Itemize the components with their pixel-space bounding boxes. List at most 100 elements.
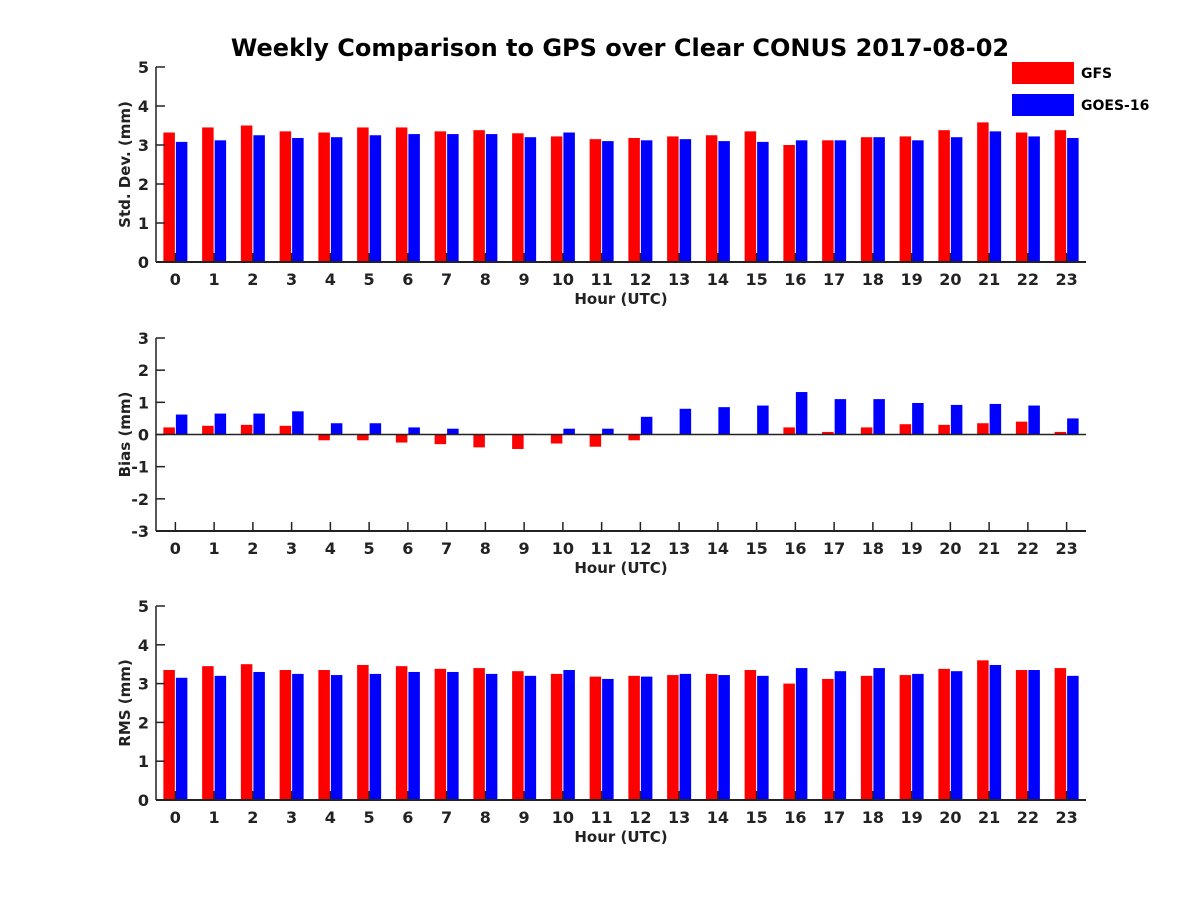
bar-std-gfs-22 <box>1015 132 1028 262</box>
y-tick-label-rms: 5 <box>138 597 149 616</box>
bar-bias-goes-16-6 <box>408 427 420 435</box>
bar-std-gfs-1 <box>202 127 214 262</box>
bar-bias-gfs-16 <box>783 427 795 435</box>
bar-rms-goes-16-4 <box>330 675 343 800</box>
bar-bias-goes-16-3 <box>292 411 304 435</box>
bar-bias-goes-16-1 <box>214 413 227 435</box>
y-tick-label-bias: 1 <box>138 393 149 412</box>
x-tick-label-bias: 4 <box>325 539 336 558</box>
y-tick-label-bias: 2 <box>138 361 149 380</box>
bar-std-gfs-19 <box>899 136 912 262</box>
bar-std-goes-16-20 <box>950 137 963 262</box>
x-axis-label-rms: Hour (UTC) <box>574 828 667 846</box>
bar-bias-goes-16-16 <box>795 392 808 435</box>
bar-std-goes-16-6 <box>408 134 420 262</box>
bar-std-gfs-14 <box>705 135 718 262</box>
bar-rms-gfs-18 <box>860 675 873 800</box>
bar-rms-goes-16-3 <box>292 673 304 800</box>
bar-bias-gfs-19 <box>899 424 912 435</box>
y-tick-label-bias: -2 <box>131 490 149 509</box>
x-tick-label-rms: 20 <box>939 808 961 827</box>
bar-std-gfs-21 <box>977 122 989 262</box>
bar-rms-gfs-23 <box>1054 668 1067 800</box>
x-tick-label-bias: 8 <box>480 539 491 558</box>
bar-bias-gfs-6 <box>395 434 408 443</box>
x-tick-label-bias: 2 <box>247 539 258 558</box>
bar-std-goes-16-12 <box>640 140 653 262</box>
x-tick-label-rms: 17 <box>823 808 845 827</box>
bar-std-goes-16-23 <box>1067 137 1079 262</box>
bar-std-gfs-3 <box>279 131 292 262</box>
bar-bias-goes-16-17 <box>834 399 847 435</box>
bar-bias-goes-16-15 <box>757 405 769 435</box>
bar-rms-gfs-0 <box>163 670 175 800</box>
x-tick-label-std: 2 <box>247 270 258 289</box>
x-tick-label-rms: 18 <box>862 808 884 827</box>
bar-bias-gfs-8 <box>473 434 485 448</box>
bar-rms-gfs-15 <box>744 670 757 800</box>
bar-bias-gfs-21 <box>977 423 989 435</box>
bar-rms-goes-16-15 <box>757 675 769 800</box>
bar-rms-goes-16-14 <box>718 675 730 800</box>
series-bias-goes-16 <box>175 392 1079 435</box>
x-tick-label-rms: 9 <box>519 808 530 827</box>
bar-bias-gfs-20 <box>938 424 950 435</box>
y-tick-label-rms: 0 <box>138 791 149 810</box>
bar-std-gfs-16 <box>783 145 795 262</box>
x-tick-label-rms: 3 <box>286 808 297 827</box>
series-rms-gfs <box>163 660 1067 800</box>
x-tick-label-std: 17 <box>823 270 845 289</box>
x-tick-label-std: 5 <box>364 270 375 289</box>
bar-rms-goes-16-7 <box>447 671 459 800</box>
bar-rms-gfs-10 <box>550 673 563 800</box>
x-tick-label-std: 3 <box>286 270 297 289</box>
legend-swatch-goes-16 <box>1012 94 1074 116</box>
series-std-gfs <box>163 122 1067 262</box>
bar-std-goes-16-1 <box>214 140 227 262</box>
bar-rms-gfs-21 <box>977 660 989 800</box>
x-tick-label-rms: 1 <box>209 808 220 827</box>
bar-rms-gfs-20 <box>938 668 950 800</box>
bar-std-gfs-12 <box>628 137 640 262</box>
x-tick-label-bias: 13 <box>668 539 690 558</box>
bar-bias-goes-16-14 <box>718 407 730 435</box>
x-tick-label-rms: 11 <box>590 808 612 827</box>
x-tick-label-rms: 23 <box>1055 808 1077 827</box>
bar-bias-gfs-4 <box>318 434 330 441</box>
y-tick-label-bias: -1 <box>131 458 149 477</box>
bar-rms-goes-16-8 <box>485 673 498 800</box>
legend-label-goes-16: GOES-16 <box>1081 98 1149 114</box>
bar-std-gfs-7 <box>434 131 447 262</box>
series-bias-gfs <box>163 421 1067 449</box>
x-tick-label-std: 22 <box>1017 270 1039 289</box>
bar-std-goes-16-0 <box>175 141 188 262</box>
y-axis-label-std: Std. Dev. (mm) <box>116 101 134 228</box>
x-tick-label-bias: 23 <box>1055 539 1077 558</box>
x-tick-label-std: 8 <box>480 270 491 289</box>
bar-rms-goes-16-19 <box>912 673 924 800</box>
bar-bias-gfs-1 <box>202 425 214 435</box>
series-std-goes-16 <box>175 131 1079 262</box>
x-tick-label-bias: 19 <box>900 539 922 558</box>
bar-std-gfs-15 <box>744 131 757 262</box>
series-rms-goes-16 <box>175 664 1079 800</box>
x-tick-label-std: 16 <box>784 270 806 289</box>
bar-bias-gfs-18 <box>860 427 873 435</box>
y-tick-label-rms: 4 <box>138 636 149 655</box>
bar-std-goes-16-21 <box>989 131 1002 262</box>
x-tick-label-bias: 6 <box>402 539 413 558</box>
bar-rms-goes-16-16 <box>795 668 808 800</box>
bar-std-goes-16-9 <box>524 137 537 262</box>
bar-std-gfs-6 <box>395 127 408 262</box>
x-tick-label-bias: 10 <box>552 539 574 558</box>
x-tick-label-rms: 7 <box>441 808 452 827</box>
bar-std-gfs-2 <box>240 125 253 262</box>
bar-std-gfs-8 <box>473 130 485 262</box>
bar-bias-goes-16-23 <box>1067 418 1079 435</box>
bar-rms-goes-16-21 <box>989 664 1002 800</box>
x-tick-label-bias: 15 <box>745 539 767 558</box>
chart-title: Weekly Comparison to GPS over Clear CONU… <box>231 34 1009 62</box>
x-tick-label-std: 23 <box>1055 270 1077 289</box>
